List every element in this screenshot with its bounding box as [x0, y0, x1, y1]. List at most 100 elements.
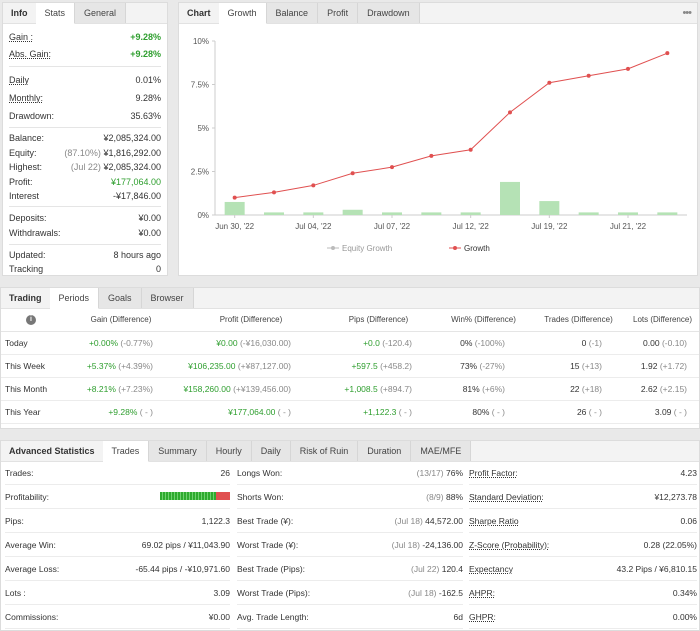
tab-goals[interactable]: Goals: [99, 288, 142, 308]
trades-diff: (+18): [581, 383, 602, 394]
info-icon[interactable]: i: [26, 315, 36, 326]
gain-diff: ( - ): [139, 406, 153, 417]
gain-diff: (+7.23%): [118, 383, 153, 394]
stat-row: Worst Trade (Pips): (Jul 18) -162.5: [237, 582, 463, 605]
monthly-label[interactable]: Monthly:: [9, 93, 44, 103]
growth-point[interactable]: [390, 165, 394, 170]
gain-cell: +8.21% (+7.23%): [61, 377, 181, 401]
win-value: 80%: [472, 406, 490, 417]
growth-point[interactable]: [626, 66, 630, 71]
growth-point[interactable]: [350, 171, 355, 176]
y-tick-label: 5%: [197, 124, 209, 133]
lots-value: 2.62: [640, 383, 658, 394]
tab-balance[interactable]: Balance: [266, 3, 319, 23]
stat-value: 69.02 pips / ¥11,043.90: [141, 540, 230, 550]
tab-summary[interactable]: Summary: [149, 441, 207, 461]
gain-label[interactable]: Gain :: [9, 32, 34, 42]
deposits-value: ¥0.00: [138, 213, 161, 223]
growth-point[interactable]: [547, 80, 552, 85]
abs-gain-value: +9.28%: [130, 49, 161, 59]
legend-equity-label[interactable]: Equity Growth: [342, 244, 392, 253]
stat-label[interactable]: Z-Score (Probability):: [469, 540, 550, 550]
x-tick-label: Jul 07, '22: [374, 222, 411, 231]
info-title: Info: [11, 8, 28, 18]
win-value: 0%: [460, 337, 473, 348]
more-menu-icon[interactable]: •••: [682, 7, 692, 19]
stat-label: Pips:: [5, 516, 24, 526]
tab-general[interactable]: General: [75, 3, 127, 23]
growth-bar: [224, 201, 245, 215]
tracking-row: Tracking 0: [9, 262, 161, 276]
profit-cell: ¥106,235.00 (+¥87,127.00): [181, 354, 321, 378]
tab-drawdown[interactable]: Drawdown: [358, 3, 420, 23]
y-tick-label: 7.5%: [191, 81, 209, 90]
y-tick-label: 10%: [193, 37, 209, 46]
balance-row: Balance: ¥2,085,324.00: [9, 131, 161, 145]
stat-row: Pips: 1,122.3: [5, 510, 230, 533]
abs-gain-label[interactable]: Abs. Gain:: [9, 49, 52, 59]
stat-row: Standard Deviation: ¥12,273.78: [469, 486, 697, 509]
tab-mae-mfe[interactable]: MAE/MFE: [411, 441, 472, 461]
stat-value: 4.23: [680, 468, 697, 478]
growth-bar: [460, 212, 481, 215]
win-diff: (-27%): [479, 360, 505, 371]
growth-bar: [421, 212, 442, 215]
win-diff: (+6%): [482, 383, 505, 394]
withdrawals-value: ¥0.00: [138, 228, 161, 238]
abs-gain-row: Abs. Gain: +9.28%: [9, 47, 161, 61]
tab-browser[interactable]: Browser: [141, 288, 194, 308]
stat-label: Avg. Trade Length:: [237, 612, 309, 622]
tab-growth[interactable]: Growth: [218, 3, 267, 24]
tab-trades[interactable]: Trades: [102, 441, 150, 462]
stat-label[interactable]: Expectancy: [469, 564, 513, 574]
header-lots: Lots (Difference): [626, 309, 699, 332]
tab-periods[interactable]: Periods: [49, 288, 100, 309]
profit-diff: (+¥87,127.00): [237, 360, 291, 371]
stat-value-group: (13/17) 76%: [417, 468, 463, 478]
growth-point[interactable]: [429, 153, 434, 158]
divider: [9, 127, 161, 128]
growth-point[interactable]: [586, 73, 591, 78]
stat-label[interactable]: Profit Factor:: [469, 468, 518, 478]
balance-value: ¥2,085,324.00: [103, 133, 161, 143]
highest-value: ¥2,085,324.00: [103, 162, 161, 172]
stat-label[interactable]: AHPR:: [469, 588, 495, 598]
tab-hourly[interactable]: Hourly: [206, 441, 252, 461]
stat-value-group: 1,122.3: [202, 516, 230, 526]
stat-value: 76%: [445, 468, 463, 478]
pips-cell: +0.0 (-120.4): [321, 331, 436, 355]
trades-value: 26: [576, 406, 587, 417]
growth-point[interactable]: [311, 183, 316, 188]
stat-label[interactable]: Standard Deviation:: [469, 492, 544, 502]
trades-cell: 0 (-1): [531, 331, 626, 355]
tab-duration[interactable]: Duration: [358, 441, 412, 461]
tab-profit[interactable]: Profit: [318, 3, 359, 23]
stat-row: Expectancy 43.2 Pips / ¥6,810.15: [469, 558, 697, 581]
tab-daily[interactable]: Daily: [251, 441, 291, 461]
lots-diff: (+1.72): [659, 360, 687, 371]
balance-label: Balance:: [9, 133, 45, 143]
drawdown-value: 35.63%: [130, 111, 161, 121]
y-tick-label: 0%: [197, 211, 209, 220]
equity-row: Equity: (87.10%) ¥1,816,292.00: [9, 146, 161, 160]
growth-point[interactable]: [272, 190, 276, 195]
stat-value: 43.2 Pips / ¥6,810.15: [616, 564, 697, 574]
growth-point[interactable]: [468, 147, 473, 152]
profit-diff: (+¥139,456.00): [233, 383, 291, 394]
growth-point[interactable]: [665, 51, 670, 56]
tab-risk-of-ruin[interactable]: Risk of Ruin: [290, 441, 359, 461]
legend-growth-label[interactable]: Growth: [464, 244, 490, 253]
advanced-tabbar: Advanced Statistics Trades Summary Hourl…: [1, 441, 699, 462]
stat-label[interactable]: GHPR:: [469, 612, 496, 622]
tab-stats[interactable]: Stats: [35, 3, 76, 24]
trades-value: 22: [570, 383, 580, 394]
stat-label[interactable]: Sharpe Ratio: [469, 516, 519, 526]
chart-tabbar: Chart Growth Balance Profit Drawdown •••: [179, 3, 697, 24]
growth-point[interactable]: [508, 110, 512, 115]
header-profit: Profit (Difference): [181, 309, 321, 332]
daily-label[interactable]: Daily: [9, 75, 30, 85]
lots-cell: 2.62 (+2.15): [626, 377, 699, 401]
growth-point[interactable]: [232, 195, 237, 200]
legend-equity-marker: [331, 246, 335, 250]
pips-cell: +1,008.5 (+894.7): [321, 377, 436, 401]
